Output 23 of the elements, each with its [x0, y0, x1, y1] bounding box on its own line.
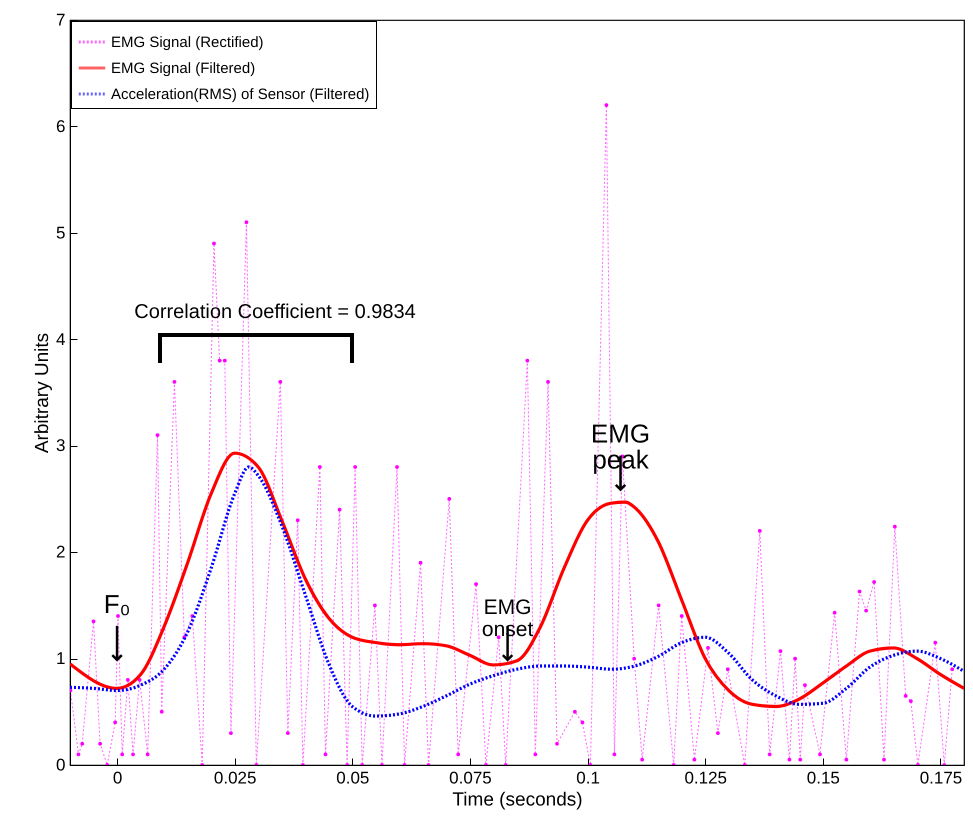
x-tick-label: 0.1 [576, 768, 600, 788]
x-tick-label: 0.15 [806, 768, 840, 788]
y-tick-label: 2 [56, 542, 66, 562]
x-tick-label: 0.175 [920, 768, 962, 788]
y-tick-label: 7 [56, 10, 66, 30]
y-axis-title: Arbitrary Units [32, 332, 54, 454]
y-tick-label: 3 [56, 436, 66, 456]
y-tick-label: 5 [56, 223, 66, 242]
x-tick-label: 0.05 [336, 768, 370, 788]
y-tick-label: 1 [56, 649, 66, 668]
legend-label: Acceleration(RMS) of Sensor (Filtered) [111, 86, 370, 103]
legend-label: EMG Signal (Rectified) [111, 34, 264, 51]
y-tick-label: 6 [56, 116, 66, 136]
x-tick-label: 0.025 [214, 768, 256, 788]
x-tick-label: 0.125 [684, 768, 727, 788]
annotation: F₀ [104, 588, 130, 619]
y-tick-label: 4 [56, 330, 66, 349]
x-tick-label: 0 [112, 768, 122, 788]
x-tick-label: 0.075 [449, 768, 492, 788]
legend-label: EMG Signal (Filtered) [111, 60, 256, 77]
x-axis-title: Time (seconds) [452, 790, 583, 810]
annotation: Correlation Coefficient = 0.9834 [134, 301, 416, 323]
y-tick-label: 0 [56, 756, 66, 774]
